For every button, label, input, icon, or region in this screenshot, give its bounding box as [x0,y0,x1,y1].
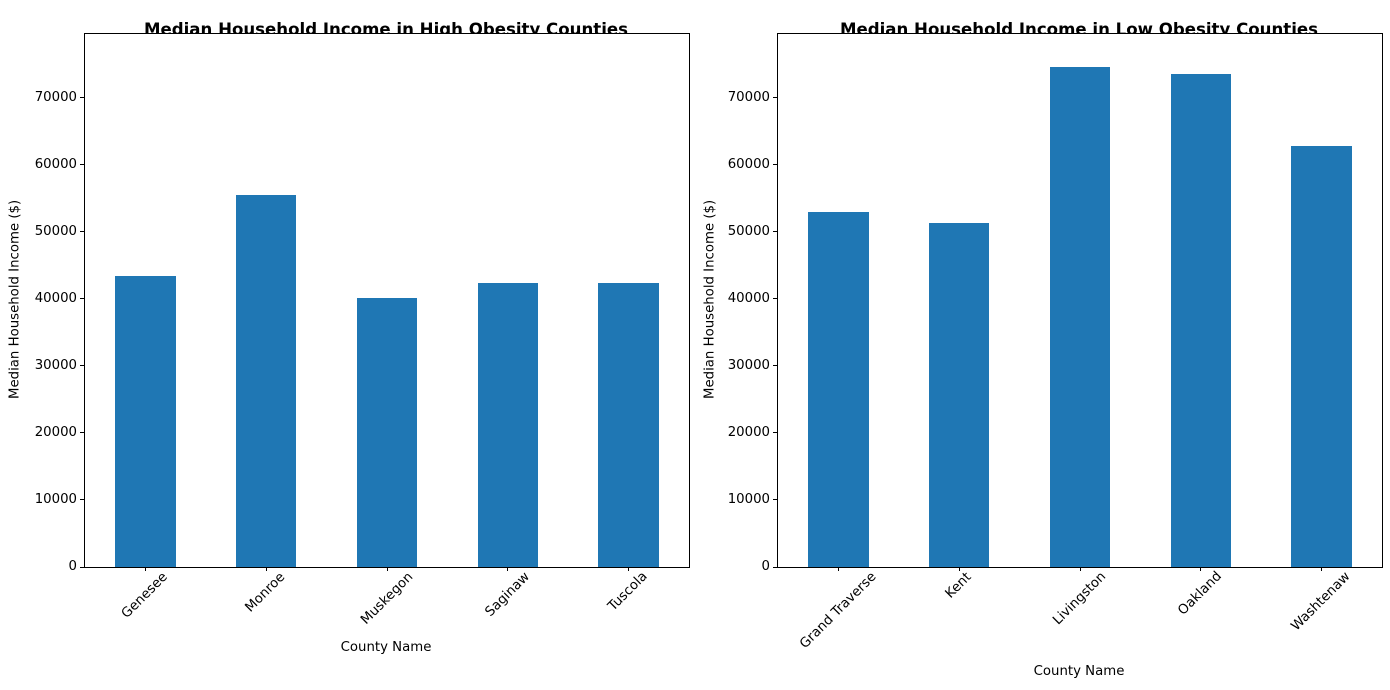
y-tick-label: 30000 [34,357,77,373]
y-tick-mark [773,97,777,99]
x-tick-mark [1079,567,1081,571]
x-axis-label: County Name [340,640,432,656]
x-tick-label: Monroe [242,569,289,616]
y-tick-mark [773,164,777,166]
x-tick-label: Washtenaw [1288,569,1354,635]
chart-high-obesity-counties: Median Household Income in High Obesity … [8,20,690,656]
x-tick-label: Grand Traverse [797,569,880,652]
y-tick-mark [773,432,777,434]
y-tick-mark [80,365,84,367]
x-tick-label: Tuscola [605,569,651,615]
y-tick-label: 10000 [727,491,770,507]
bar-monroe [236,194,297,567]
x-tick-mark [1321,567,1323,571]
bar-grand-traverse [808,211,869,567]
x-tick-mark [386,567,388,571]
plot-area: 0 10000 20000 30000 40000 50000 60000 70000 Gene… [35,33,690,627]
plot-area: 0 10000 20000 30000 40000 50000 60000 70000 Gran… [728,33,1383,652]
y-tick-label: 40000 [727,290,770,306]
chart-low-obesity-counties: Median Household Income in Low Obesity C… [695,0,1390,690]
y-tick-mark [80,566,84,568]
y-tick-label: 20000 [727,424,770,440]
x-tick-label: Oakland [1175,569,1226,619]
x-axis-label: County Name [1033,664,1125,680]
y-tick-label: 0 [761,559,770,574]
bar-tuscola [598,282,659,567]
x-tick-label: Saginaw [482,569,533,620]
x-tick-mark [265,567,267,571]
x-tick-label: Kent [942,569,975,602]
x-tick-mark [628,567,630,571]
y-tick-label: 60000 [34,156,77,172]
y-tick-mark [773,365,777,367]
y-tick-label: 0 [68,559,77,574]
bar-kent [929,223,990,567]
y-tick-mark [80,298,84,300]
y-tick-label: 60000 [727,156,770,172]
y-tick-label: 20000 [34,424,77,440]
y-tick-mark [773,566,777,568]
y-tick-mark [773,231,777,233]
y-tick-mark [80,231,84,233]
y-tick-mark [773,298,777,300]
y-tick-label: 50000 [34,223,77,239]
bar-muskegon [356,298,418,567]
bar-washtenaw [1291,145,1352,567]
x-tick-label: Genesee [119,569,172,622]
y-tick-label: 30000 [727,357,770,373]
y-tick-label: 70000 [34,89,77,105]
x-tick-label: Livingston [1050,569,1110,629]
y-tick-mark [773,499,777,501]
y-tick-mark [80,97,84,99]
y-tick-mark [80,432,84,434]
x-tick-label: Muskegon [357,569,416,628]
bar-oakland [1170,73,1231,567]
x-tick-mark [1200,567,1202,571]
x-tick-mark [837,567,839,571]
x-tick-mark [507,567,509,571]
y-tick-mark [80,499,84,501]
y-tick-label: 40000 [34,290,77,306]
bar-livingston [1049,66,1111,567]
y-tick-mark [80,164,84,166]
bar-saginaw [477,282,538,567]
y-tick-label: 50000 [727,223,770,239]
x-tick-mark [144,567,146,571]
y-tick-label: 70000 [727,89,770,105]
bar-genesee [115,276,176,567]
y-tick-label: 10000 [34,491,77,507]
x-tick-mark [958,567,960,571]
